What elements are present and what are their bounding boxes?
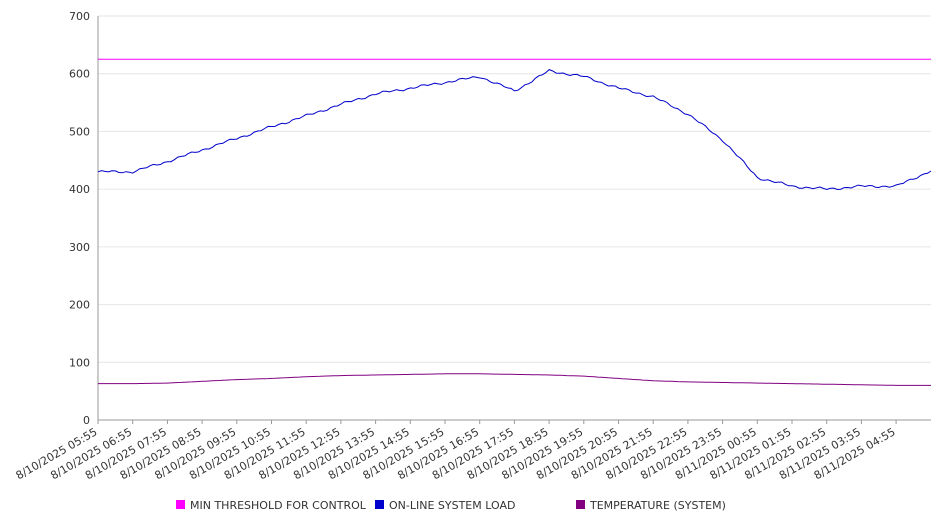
legend-label: ON-LINE SYSTEM LOAD [389,499,515,512]
y-tick-label: 500 [69,125,90,138]
y-tick-label: 600 [69,68,90,81]
series-line-3 [98,373,931,386]
y-tick-labels: 0 100 200 300 400 500 600 700 [69,10,90,427]
x-tick-labels: 8/10/2025 05:558/10/2025 06:558/10/2025 … [14,425,898,482]
grid-lines [98,15,931,363]
series-lines [97,58,932,386]
legend-label: MIN THRESHOLD FOR CONTROL [190,499,367,512]
series-line-2 [97,69,932,191]
axes [97,16,931,424]
legend-swatch [176,500,185,509]
y-tick-label: 0 [83,414,90,427]
y-tick-label: 200 [69,299,90,312]
legend-swatch [375,500,384,509]
y-tick-label: 700 [69,10,90,23]
legend: MIN THRESHOLD FOR CONTROL ON-LINE SYSTEM … [176,499,726,512]
y-tick-label: 400 [69,183,90,196]
legend-swatch [576,500,585,509]
y-tick-label: 100 [69,356,90,369]
legend-label: TEMPERATURE (SYSTEM) [589,499,726,512]
y-tick-label: 300 [69,241,90,254]
